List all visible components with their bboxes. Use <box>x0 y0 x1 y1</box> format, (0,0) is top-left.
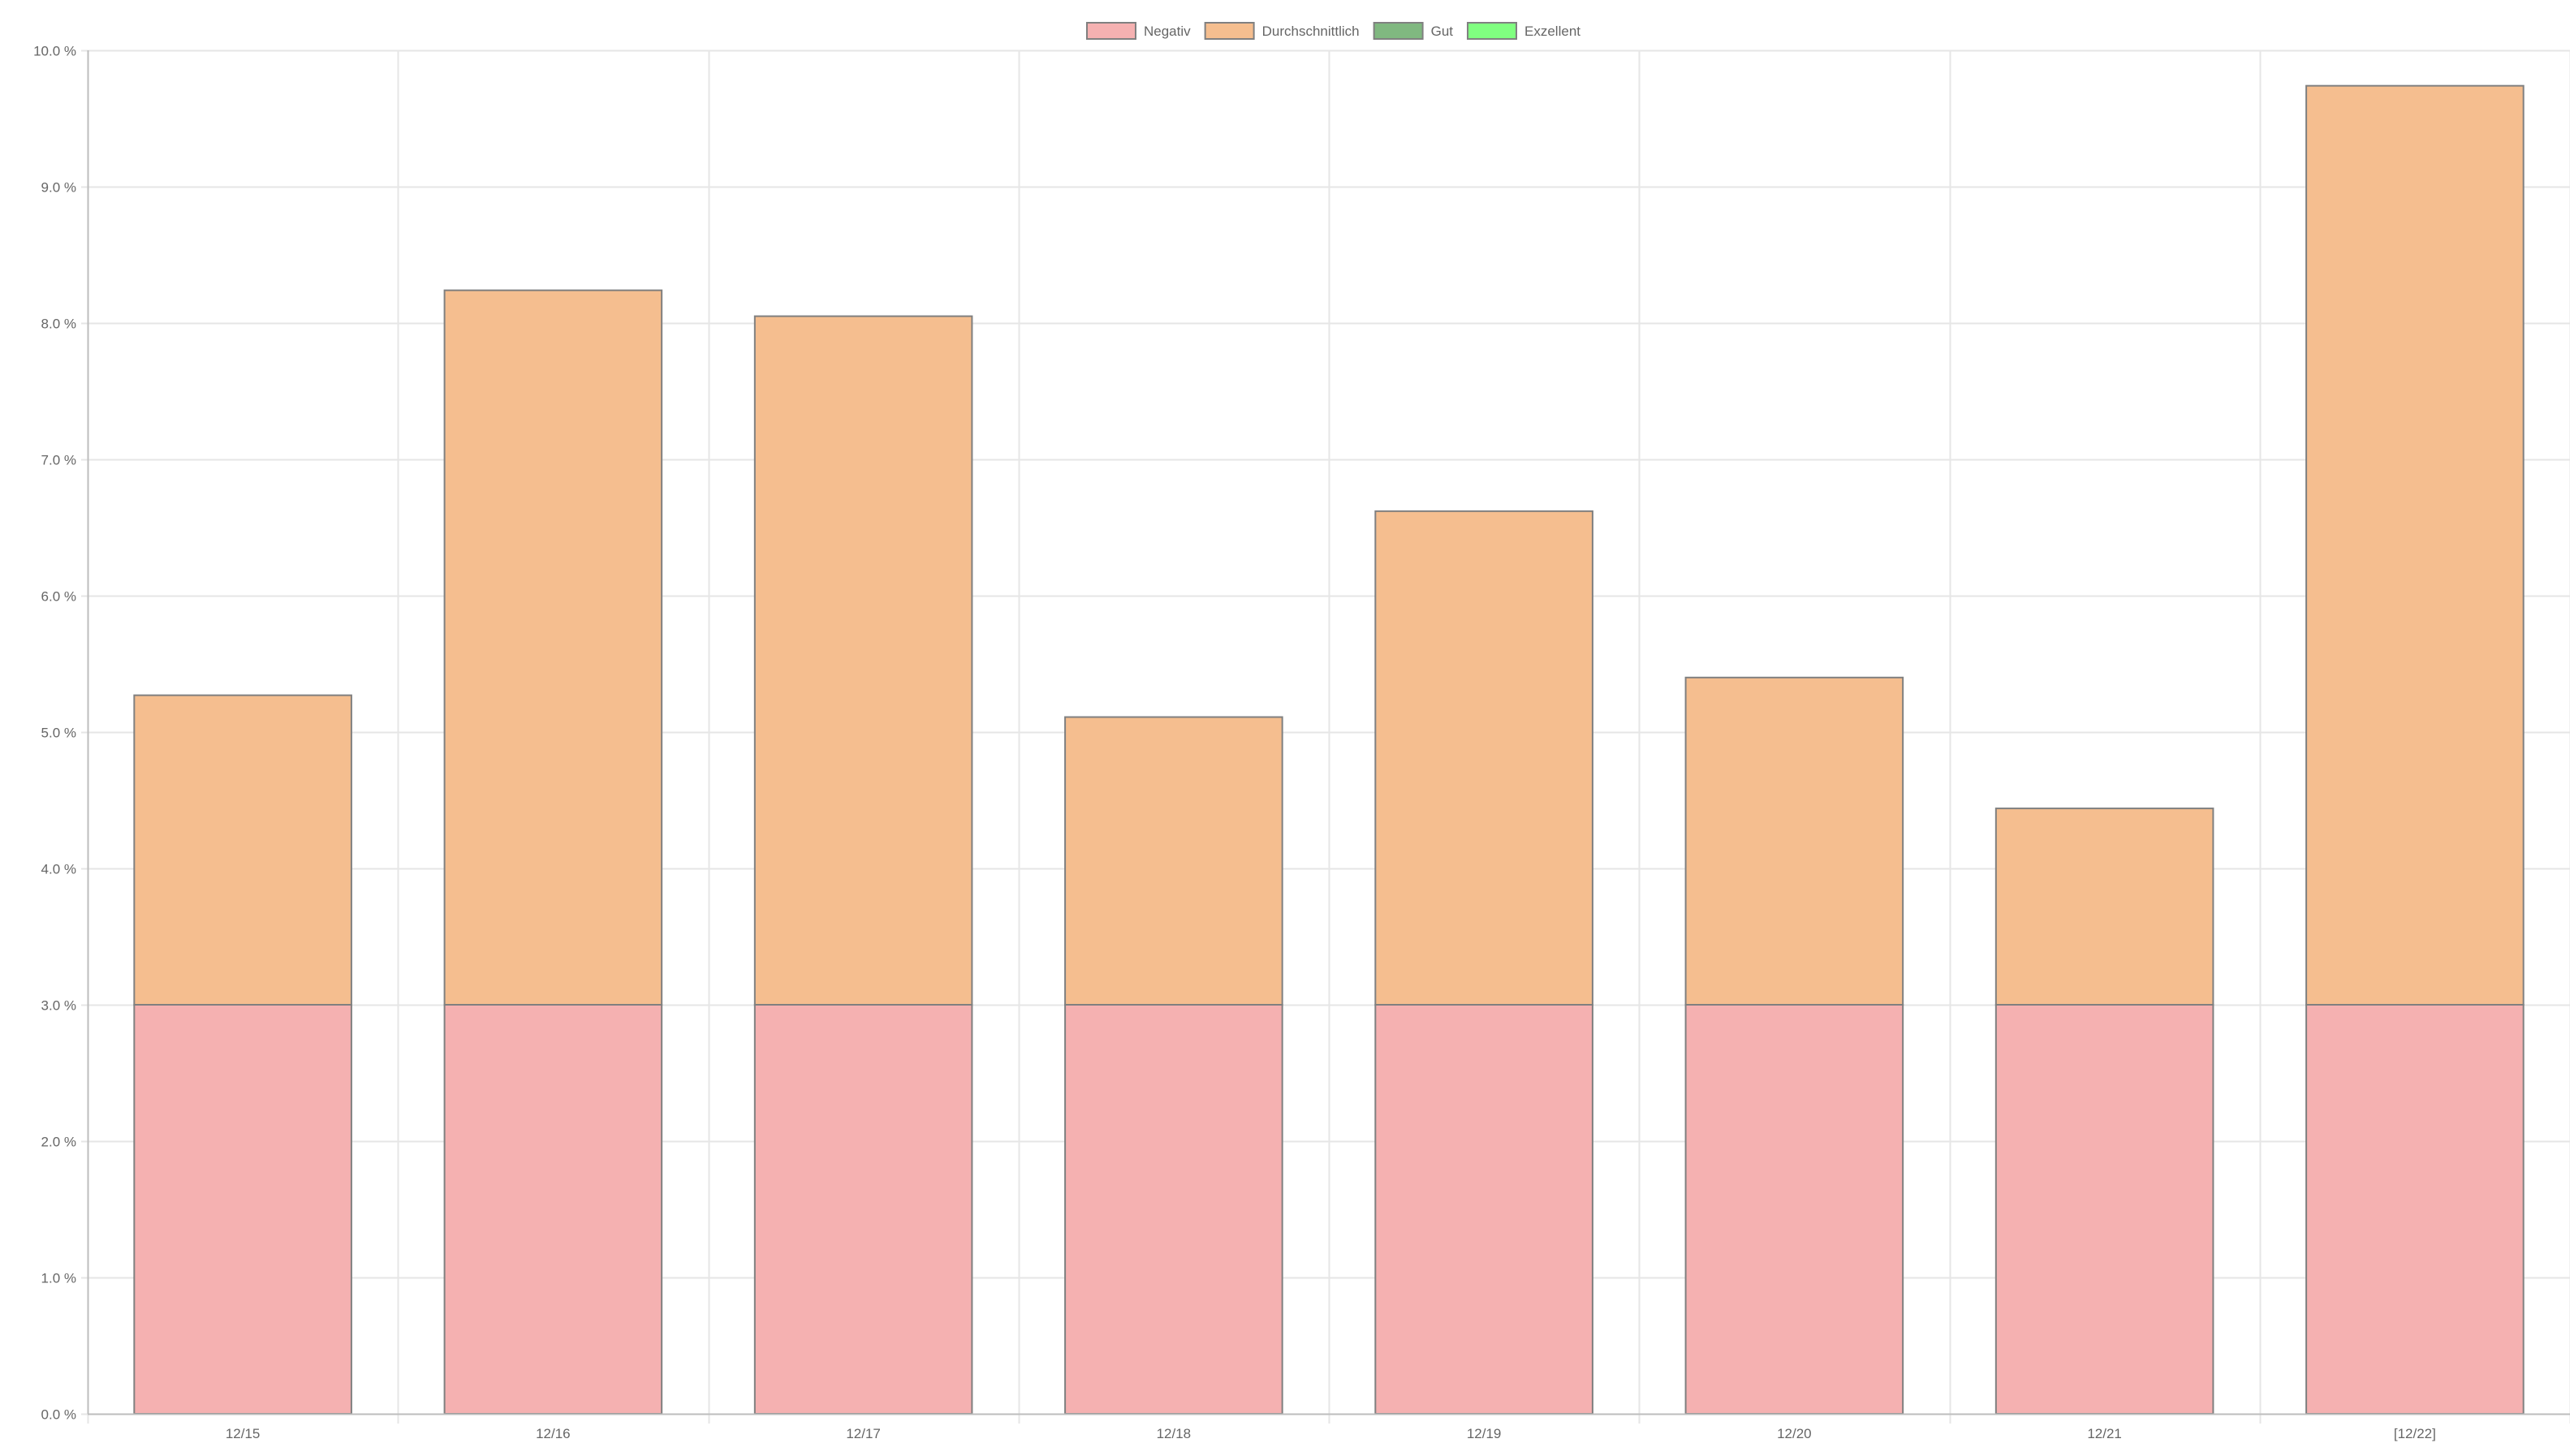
bar-durchschnittlich-2 <box>753 315 973 1006</box>
y-tick-label: 9.0 % <box>41 180 76 196</box>
legend-item-negativ: Negativ <box>1085 22 1191 40</box>
x-tick-label: 12/21 <box>2087 1426 2122 1441</box>
x-tick-label: 12/16 <box>536 1426 571 1441</box>
y-tick-label: 5.0 % <box>41 726 76 741</box>
x-tick-label: 12/17 <box>846 1426 881 1441</box>
y-axis-tick-labels: 0.0 % 1.0 % 2.0 % 3.0 % 4.0 % 5.0 % 6.0 % 7.0 %… <box>33 44 76 1423</box>
x-tick-label: 12/19 <box>1467 1426 1502 1441</box>
legend-item-exzellent: Exzellent <box>1467 22 1580 40</box>
x-tick-label: 12/18 <box>1157 1426 1192 1441</box>
bars-layer <box>133 84 2525 1415</box>
bar-durchschnittlich-1 <box>443 289 663 1006</box>
y-tick-label: 8.0 % <box>41 317 76 332</box>
x-tick-label: 12/20 <box>1777 1426 1812 1441</box>
bar-negativ-7 <box>2305 1004 2525 1415</box>
legend-label: Negativ <box>1144 24 1191 39</box>
y-tick-label: 6.0 % <box>41 589 76 605</box>
bar-negativ-0 <box>133 1004 352 1415</box>
x-tick-label: 12/15 <box>226 1426 261 1441</box>
legend-swatch <box>1204 22 1255 40</box>
legend-label: Durchschnittlich <box>1262 24 1360 39</box>
bar-durchschnittlich-6 <box>1994 808 2214 1006</box>
legend-swatch <box>1467 22 1518 40</box>
bar-durchschnittlich-4 <box>1374 510 1593 1006</box>
legend: Negativ Durchschnittlich Gut Exzellent <box>1085 22 1580 40</box>
axes-layer <box>87 50 2570 1415</box>
bar-negativ-5 <box>1684 1004 1904 1415</box>
legend-item-gut: Gut <box>1373 22 1454 40</box>
y-tick-label: 1.0 % <box>41 1271 76 1286</box>
bar-negativ-6 <box>1994 1004 2214 1415</box>
x-axis-tick-labels: 12/15 12/16 12/17 12/18 12/19 12/20 12/21 [12/2… <box>226 1426 2436 1441</box>
bar-durchschnittlich-3 <box>1064 716 1283 1006</box>
y-tick-label: 0.0 % <box>41 1407 76 1423</box>
legend-swatch <box>1085 22 1136 40</box>
y-tick-label: 4.0 % <box>41 862 76 877</box>
legend-item-durchschnittlich: Durchschnittlich <box>1204 22 1360 40</box>
y-tick-label: 3.0 % <box>41 998 76 1014</box>
bar-negativ-4 <box>1374 1004 1593 1415</box>
bar-durchschnittlich-0 <box>133 694 352 1006</box>
bar-negativ-3 <box>1064 1004 1283 1415</box>
legend-swatch <box>1373 22 1424 40</box>
bar-durchschnittlich-7 <box>2305 84 2525 1006</box>
legend-label: Exzellent <box>1524 24 1580 39</box>
legend-label: Gut <box>1431 24 1454 39</box>
y-tick-label: 2.0 % <box>41 1135 76 1150</box>
bar-negativ-1 <box>443 1004 663 1415</box>
x-tick-label: [12/22] <box>2394 1426 2436 1441</box>
y-tick-label: 7.0 % <box>41 453 76 468</box>
y-tick-label: 10.0 % <box>33 44 76 59</box>
bar-negativ-2 <box>753 1004 973 1415</box>
bar-durchschnittlich-5 <box>1684 676 1904 1006</box>
